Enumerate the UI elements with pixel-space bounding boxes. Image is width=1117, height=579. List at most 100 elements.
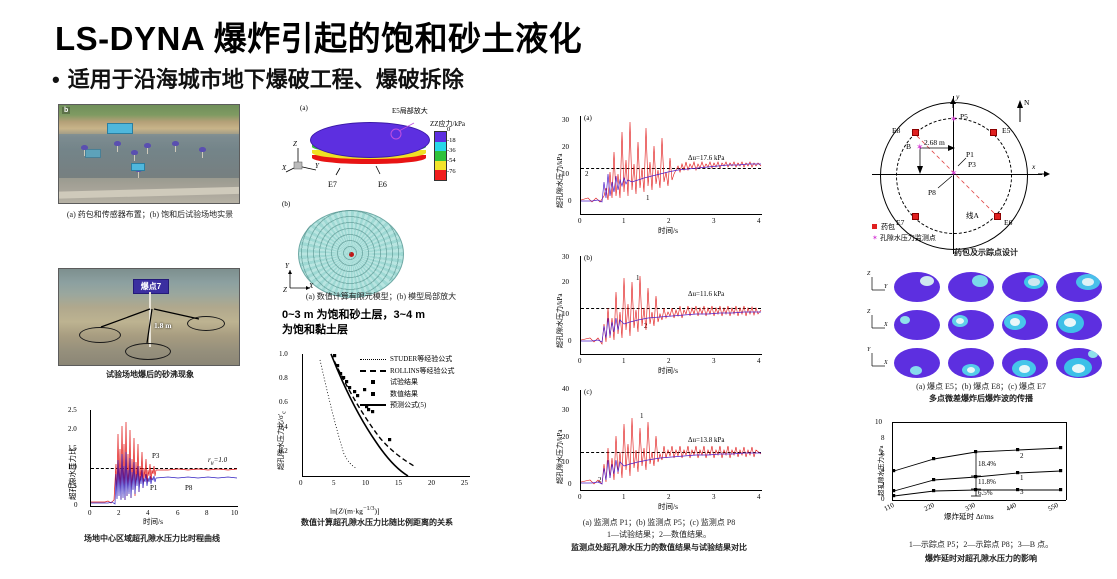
tracer-center: ✶ — [950, 168, 958, 178]
distance-annotation: 1.8 m — [154, 321, 172, 330]
fem-mesh-disc: (b) Y X Z — [282, 200, 410, 300]
zoom-note: E5局部放大 — [392, 107, 428, 115]
y-axis — [580, 116, 581, 214]
contour-disc — [1056, 348, 1102, 378]
col3-caption-line1: (a) 监测点 P1；(b) 监测点 P5；(c) 监测点 P8 — [582, 518, 736, 527]
site-marker-board — [85, 149, 101, 158]
contour-disc — [948, 310, 994, 340]
y-tick-label: 40 — [562, 385, 569, 393]
x-axis — [580, 214, 762, 215]
x-tick-label: 4 — [757, 357, 761, 365]
soil-layer-note: 0~3 m 为饱和砂土层，3~4 m 为饱和黏土层 — [282, 308, 487, 338]
legend-label: STUDER等经验公式 — [390, 355, 453, 363]
contour-caption: 多点微差爆炸后爆炸波的传播 — [929, 394, 1033, 403]
soil-disc — [310, 122, 430, 176]
scaled-distance-x-label: ln[Z/(m·kg−1/3)] — [330, 505, 380, 516]
pore-ratio-traces — [91, 421, 238, 505]
field-site-caption: (a) 药包和传感器布置；(b) 饱和后试验场地实景 — [66, 210, 234, 219]
annotation-11: 11.8% — [978, 478, 996, 486]
y-tick-label: 1.5 — [68, 444, 77, 452]
axis-triad-contour: Z Y — [866, 271, 890, 298]
y-tick-label: 0.6 — [279, 398, 288, 406]
y-tick-label: 8 — [881, 434, 885, 442]
page-subtitle: • 适用于沿海城市地下爆破工程、爆破拆除 — [52, 62, 464, 94]
axis-label-x: X — [884, 322, 888, 328]
tracer-b: ✶ — [916, 142, 924, 152]
y-tick-label: 30 — [562, 253, 569, 261]
scaled-distance-caption: 数值计算超孔隙水压力比随比例距离的关系 — [301, 518, 453, 527]
series-label-3: 3 — [1020, 488, 1024, 496]
annotation-18: 18.4% — [978, 460, 997, 468]
charge-e7 — [912, 213, 919, 220]
axis-label-z: Z — [867, 271, 871, 277]
subtitle-text: 适用于沿海城市地下爆破工程、爆破拆除 — [67, 67, 464, 92]
sensor-marker — [199, 147, 206, 158]
contour-disc — [1002, 348, 1048, 378]
contour-disc — [948, 272, 994, 302]
element-label-e6: E6 — [378, 180, 387, 189]
x-tick-label: 2 — [667, 357, 671, 365]
series-label-p1: P1 — [150, 484, 158, 492]
colorbar-label: 0 — [447, 126, 451, 133]
colorbar-title: ZZ应力/kPa — [430, 120, 465, 128]
y-tick-label: 1.0 — [279, 350, 288, 358]
x-axis — [580, 354, 762, 355]
x-tick-label: 2 — [117, 509, 121, 517]
axis-label-x: X — [884, 360, 888, 366]
x-axis-label: 时间/s — [143, 517, 164, 526]
curve-label-1: 1 — [640, 412, 644, 420]
x-tick-label: 2 — [667, 217, 671, 225]
legend-label: 预测公式(5) — [390, 401, 427, 409]
y-tick-label: 4 — [881, 466, 885, 474]
label-p1: P1 — [966, 150, 974, 159]
label-e7: E7 — [896, 218, 905, 227]
site-inner-circle — [896, 118, 1012, 234]
y-tick-label: 20 — [562, 143, 569, 151]
y-tick-label: 10 — [562, 310, 569, 318]
panel-tag: (c) — [584, 388, 592, 396]
y-axis — [580, 390, 581, 490]
contour-disc — [1002, 272, 1048, 302]
panel-tag: (a) — [584, 114, 592, 122]
delay-effect-chart: 10 8 6 4 2 0 110 220 330 440 550 爆炸延时 Δt… — [872, 418, 1087, 521]
charge-icon — [872, 224, 877, 229]
y-tick-label: 0.4 — [279, 423, 288, 431]
axis-triad-contour: Z X — [866, 309, 890, 336]
pore-ratio-chart-caption: 场地中心区域超孔隙水压力比时程曲线 — [84, 534, 220, 543]
legend-sensor-row: ✶ 孔隙水压力监测点 — [872, 233, 936, 244]
boil-ring — [187, 316, 225, 331]
axis-triad-mesh: Y X Z — [282, 262, 318, 298]
legend-key-dashed — [360, 368, 386, 374]
delta-u-label: Δu=17.6 kPa — [688, 154, 725, 162]
blast-point-sign: 爆点7 — [133, 279, 169, 294]
curve-label-1: 1 — [646, 194, 650, 202]
x-tick-label: 10 — [362, 479, 369, 487]
panel-tag-a: (a) — [300, 104, 308, 112]
line-a-label: 线A — [966, 211, 979, 220]
axis-label-x: X — [309, 282, 314, 290]
col3-caption-line2: 1—试验结果；2—数值结果。 — [607, 530, 711, 539]
series-label-p3: P3 — [152, 452, 160, 460]
mesh-rings — [298, 210, 402, 296]
sensor-marker — [114, 141, 121, 152]
axis-label-x: X — [282, 164, 287, 172]
y-tick-label: 0.2 — [279, 447, 288, 455]
x-tick-label: 0 — [299, 479, 303, 487]
scaled-distance-curves — [319, 353, 415, 477]
charge-e5 — [990, 129, 997, 136]
y-axis — [580, 256, 581, 354]
legend-label: 数值结果 — [390, 389, 418, 398]
contour-disc — [894, 272, 940, 302]
panel-tag-b: (b) — [282, 200, 291, 208]
element-label-e7: E7 — [328, 180, 337, 189]
soil-layer-red — [312, 155, 426, 164]
axis-label-z: Z — [867, 309, 871, 315]
legend-item: 数值结果 — [360, 389, 455, 399]
axis-triad-3d: Z X Y — [282, 140, 320, 174]
label-e5: E5 — [1002, 126, 1011, 135]
y-tick-label: 2.0 — [68, 425, 77, 433]
y-tick-label: 0 — [568, 337, 572, 345]
charge-tracer-layout: ✶ ✶ ✶ E8 E5 E7 E6 P5 P1 P3 P8 B 2.68 m 线… — [870, 92, 1100, 260]
north-label: N — [1024, 98, 1030, 107]
x-tick-label: 0 — [578, 357, 582, 365]
